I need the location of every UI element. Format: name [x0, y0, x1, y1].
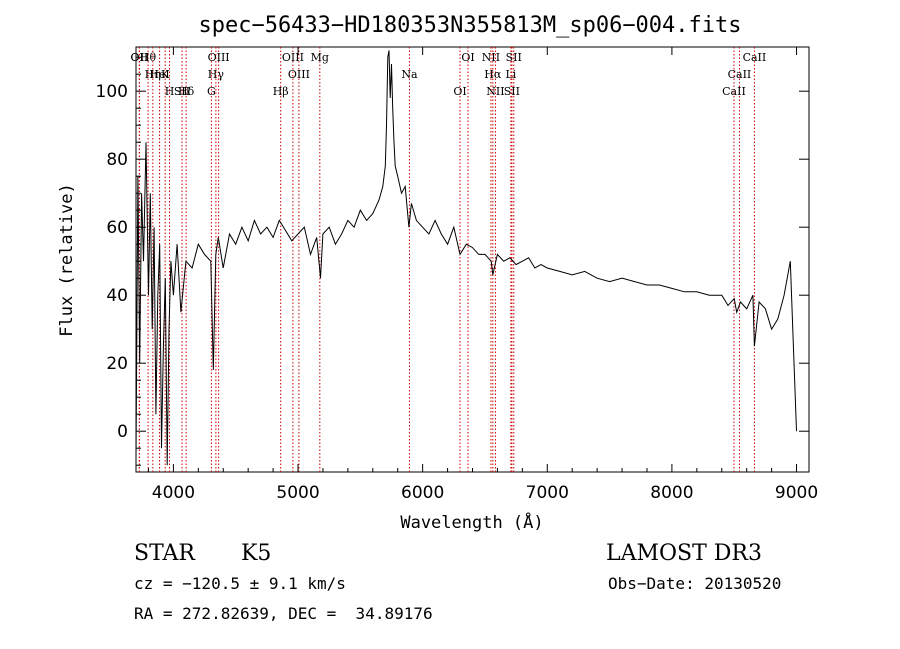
spectral-line-label: Hβ [273, 85, 289, 98]
spectral-line-labels: HθKHδOIIHeISIIOIIHηHOIIIHγGOIIIOIIIHβMgN… [131, 51, 767, 98]
spectral-line-label: Hγ [208, 68, 225, 81]
spectral-line-label: OIII [288, 68, 310, 81]
spectral-line-label: SII [506, 51, 522, 64]
spectral-line-label: Na [401, 68, 418, 81]
spectral-line-label: H [165, 85, 175, 98]
spectral-line-label: K [161, 68, 170, 81]
observation-date: Obs−Date: 20130520 [608, 574, 781, 593]
coordinates: RA = 272.82639, DEC = 34.89176 [134, 604, 433, 623]
redshift-cz: cz = −120.5 ± 9.1 km/s [134, 574, 346, 593]
survey-name: LAMOST DR3 [606, 541, 762, 566]
y-tick-label: 80 [106, 150, 128, 170]
x-tick-label: 9000 [775, 483, 818, 503]
x-tick-label: 8000 [650, 483, 693, 503]
spectral-line-label: Mg [311, 51, 329, 64]
plot-frame [135, 46, 810, 473]
x-axis-ticks: 4000 5000 6000 7000 8000 9000 [147, 47, 818, 503]
chart-title: spec−56433−HD180353N355813M_sp06−004.fit… [198, 13, 741, 38]
spectral-line-label: Hθ [140, 51, 157, 64]
spectral-line-label: Li [505, 68, 516, 81]
spectral-line-label: CaII [722, 85, 746, 98]
spectral-line-label: CaII [728, 68, 752, 81]
x-tick-label: 5000 [276, 483, 319, 503]
object-class: STAR [134, 541, 196, 566]
object-subclass: K5 [241, 541, 271, 566]
spectral-line-label: CaII [743, 51, 767, 64]
spectral-line-label: Hη [145, 68, 161, 81]
spectral-line-label: NII [482, 51, 500, 64]
spectral-line-label: G [207, 85, 216, 98]
spectral-line-label: SII [174, 85, 190, 98]
y-tick-label: 0 [117, 422, 128, 442]
x-tick-label: 7000 [526, 483, 569, 503]
spectral-line-label: OI [461, 51, 474, 64]
y-tick-label: 40 [106, 286, 128, 306]
y-tick-label: 60 [106, 218, 128, 238]
x-tick-label: 6000 [401, 483, 444, 503]
flux-series-line [135, 50, 797, 466]
spectral-line-label: OIII [282, 51, 304, 64]
x-axis-label: Wavelength (Å) [400, 511, 543, 533]
spectral-line-label: Hα [484, 68, 502, 81]
x-tick-label: 4000 [152, 483, 195, 503]
spectral-line-label: NII [486, 85, 504, 98]
spectral-line-label: HeI [149, 68, 169, 81]
y-axis-ticks: 0 20 40 60 80 100 [96, 56, 809, 466]
y-axis-label: Flux (relative) [57, 183, 77, 337]
y-tick-label: 100 [96, 82, 128, 102]
spectral-line-label: SII [504, 85, 520, 98]
spectral-line-markers [138, 47, 755, 472]
y-tick-label: 20 [106, 354, 128, 374]
spectral-line-label: Hδ [178, 85, 195, 98]
spectral-line-label: OI [453, 85, 466, 98]
spectral-line-label: OIII [208, 51, 230, 64]
